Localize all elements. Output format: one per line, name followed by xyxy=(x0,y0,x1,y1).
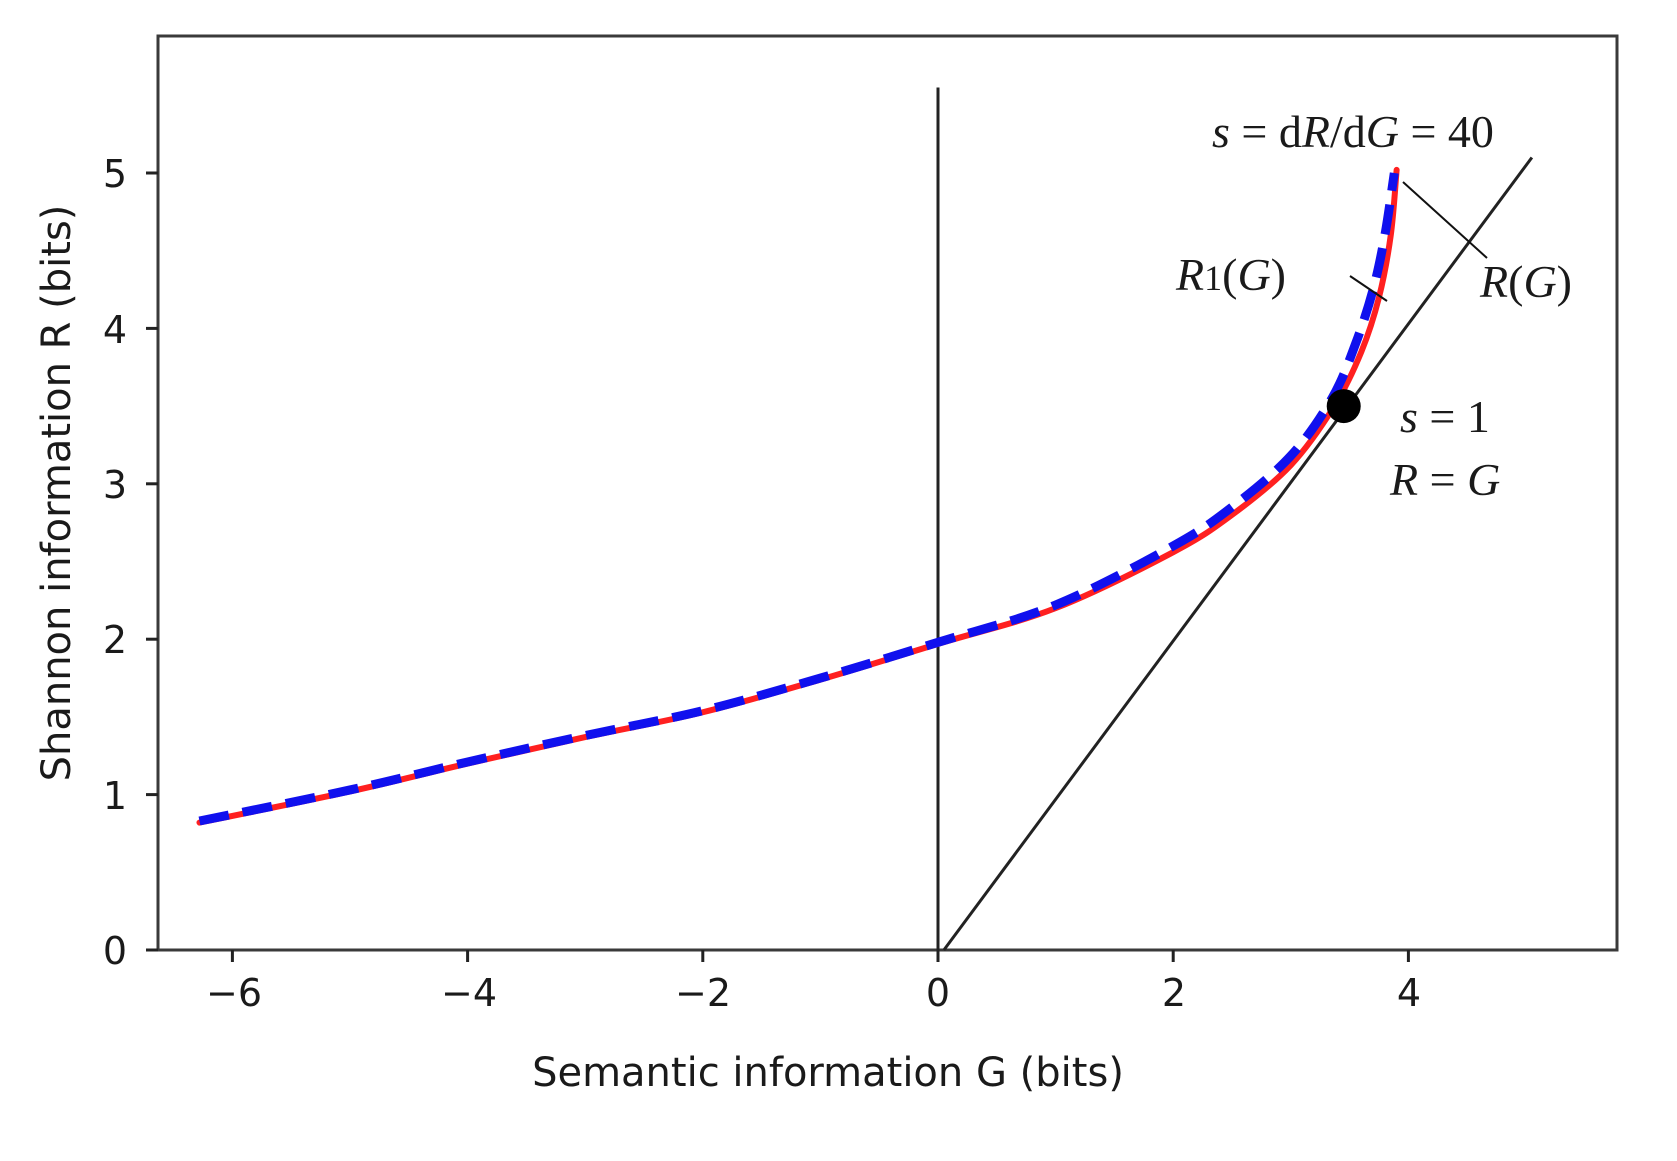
y-tick-label: 2 xyxy=(103,618,127,662)
annotation-r-equals-g: R = G xyxy=(1389,454,1500,505)
x-tick-labels: −6 −4 −2 0 2 4 xyxy=(206,971,1421,1015)
annotation-r1-of-g: R1(G) xyxy=(1175,249,1286,300)
x-axis-title: Semantic information G (bits) xyxy=(532,1050,1124,1096)
x-tick-label: 4 xyxy=(1397,971,1421,1015)
annotation-r-of-g: R(G) xyxy=(1479,256,1572,307)
y-axis-title: Shannon information R (bits) xyxy=(34,205,80,782)
plot-frame xyxy=(156,34,1619,952)
tangent-point xyxy=(1326,389,1361,424)
x-tick-label: −2 xyxy=(675,971,731,1015)
y-tick-labels: 0 1 2 3 4 5 xyxy=(103,152,127,973)
r-leader-line xyxy=(1402,181,1488,259)
y-ticks xyxy=(146,171,158,952)
annotation-s-equals-1: s = 1 xyxy=(1400,391,1490,442)
x-tick-label: −4 xyxy=(441,971,497,1015)
annotation-slope-40: s = dR/dG = 40 xyxy=(1212,106,1494,157)
y-tick-label: 1 xyxy=(103,774,127,818)
r-equals-g-line xyxy=(942,156,1534,951)
y-tick-label: 4 xyxy=(103,308,127,352)
y-tick-label: 0 xyxy=(103,929,127,973)
y-tick-label: 3 xyxy=(103,463,127,507)
x-tick-label: 0 xyxy=(926,971,950,1015)
x-tick-label: 2 xyxy=(1162,971,1186,1015)
reference-lines xyxy=(936,87,1534,951)
y-tick-label: 5 xyxy=(103,152,127,196)
x-ticks xyxy=(230,950,1410,962)
r1-of-g-dashed-curve xyxy=(198,172,1399,826)
x-tick-label: −6 xyxy=(206,971,262,1015)
tangent-point-marker xyxy=(1326,389,1361,424)
r1-leader-line xyxy=(1349,275,1388,302)
